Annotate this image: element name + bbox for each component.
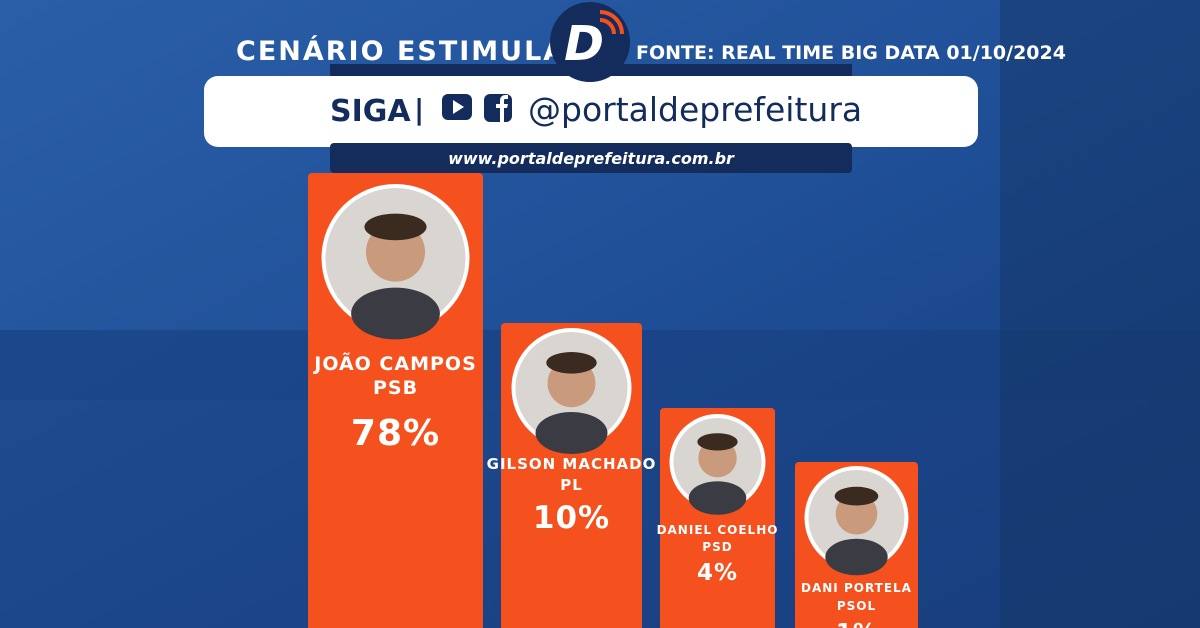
candidate-name: DANI PORTELA xyxy=(801,581,912,595)
background-trees xyxy=(1000,0,1200,628)
source: FONTE: REAL TIME BIG DATA 01/10/2024 xyxy=(636,42,1066,64)
candidate-party: PSB xyxy=(373,377,418,399)
photo-body xyxy=(351,287,440,340)
follow-box xyxy=(204,76,978,147)
candidate-percent: 10% xyxy=(533,500,610,536)
photo-body xyxy=(825,538,888,576)
website: www.portaldeprefeitura.com.br xyxy=(448,149,735,168)
handle: @portaldeprefeitura xyxy=(528,90,862,129)
photo-hair xyxy=(834,486,879,506)
photo-body xyxy=(535,412,608,454)
youtube-play xyxy=(453,100,464,114)
photo-hair xyxy=(546,352,597,374)
logo-letter: D xyxy=(564,16,604,72)
facebook-f xyxy=(496,95,508,122)
candidate-party: PL xyxy=(560,476,583,494)
candidate-percent: 4% xyxy=(697,560,738,586)
candidate-percent: 1% xyxy=(836,620,877,628)
candidate-percent: 78% xyxy=(351,413,440,454)
candidate-name: JOÃO CAMPOS xyxy=(312,351,477,375)
candidate-party: PSD xyxy=(702,540,732,554)
logo-signal xyxy=(599,10,624,35)
photo-hair xyxy=(697,433,738,451)
photo-hair xyxy=(364,213,427,241)
candidate-name: GILSON MACHADO xyxy=(487,455,657,473)
website-bar xyxy=(330,143,852,173)
photo-body xyxy=(688,481,747,515)
separator: | xyxy=(414,93,424,126)
candidate-name: DANIEL COELHO xyxy=(657,523,779,537)
candidate-party: PSOL xyxy=(837,599,876,613)
follow-label: SIGA xyxy=(330,94,411,129)
